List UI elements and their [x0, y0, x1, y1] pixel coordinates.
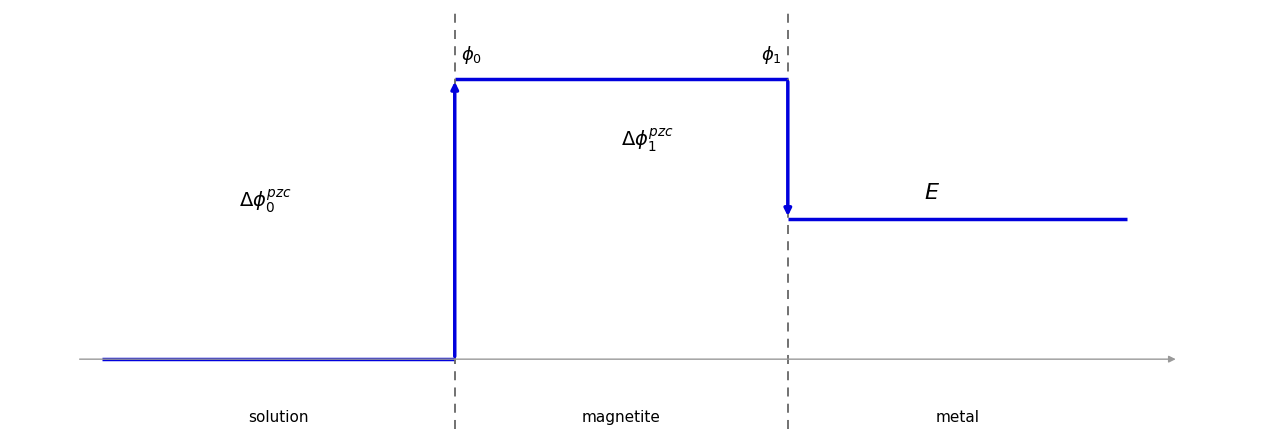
Text: metal: metal	[935, 410, 980, 425]
Text: solution: solution	[249, 410, 309, 425]
Text: $\Delta\phi_0^{pzc}$: $\Delta\phi_0^{pzc}$	[240, 188, 292, 215]
Text: magnetite: magnetite	[582, 410, 661, 425]
Text: $\phi_1$: $\phi_1$	[761, 44, 781, 66]
Text: $E$: $E$	[924, 183, 940, 203]
Text: $\phi_0$: $\phi_0$	[461, 44, 482, 66]
Text: $\Delta\phi_1^{pzc}$: $\Delta\phi_1^{pzc}$	[620, 127, 674, 154]
